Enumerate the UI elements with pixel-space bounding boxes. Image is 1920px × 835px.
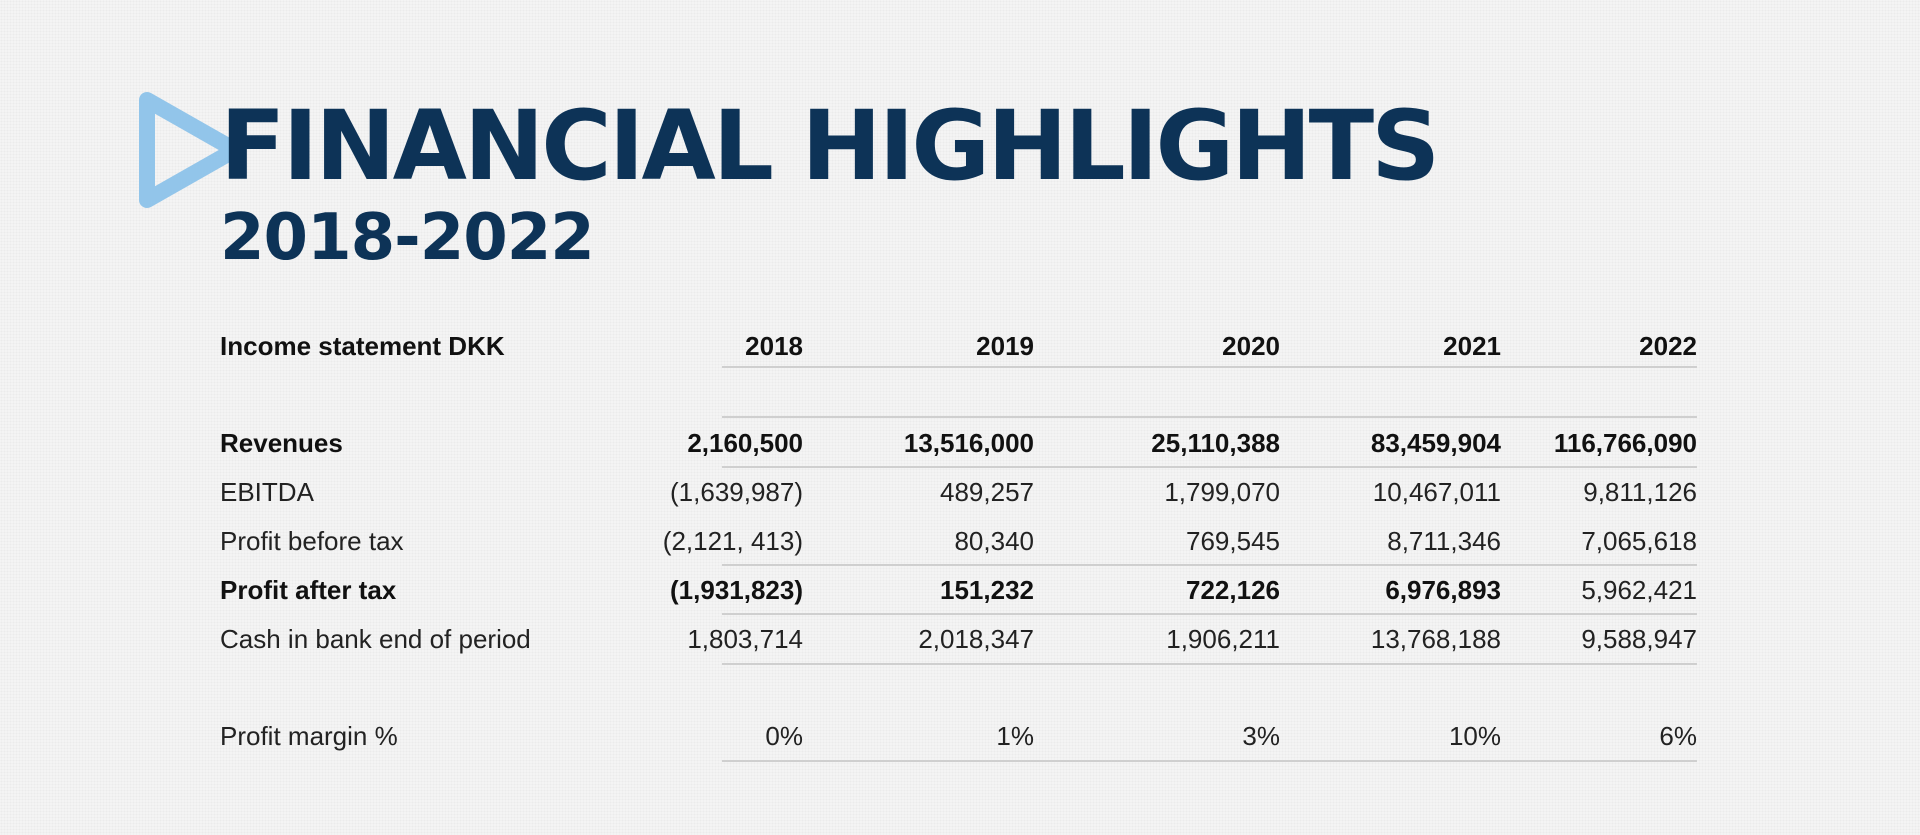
table-cell: 9,811,126: [1583, 477, 1697, 507]
table-cell: 13,516,000: [903, 428, 1034, 458]
year-header: 2021: [1443, 331, 1501, 361]
divider: [722, 663, 1697, 665]
table-row-cash-in-bank: Cash in bank end of period 1,803,714 2,0…: [0, 615, 1920, 664]
row-label: Cash in bank end of period: [220, 624, 531, 654]
table-cell: 3%: [1242, 721, 1280, 751]
table-row-profit-before-tax: Profit before tax (2,121, 413) 80,340 76…: [0, 517, 1920, 566]
row-label: Revenues: [220, 428, 343, 458]
table-row-profit-after-tax: Profit after tax (1,931,823) 151,232 722…: [0, 566, 1920, 615]
table-row-ebitda: EBITDA (1,639,987) 489,257 1,799,070 10,…: [0, 468, 1920, 517]
table-cell: 8,711,346: [1387, 526, 1501, 556]
table-cell: 151,232: [940, 575, 1034, 605]
table-row-profit-margin: Profit margin % 0% 1% 3% 10% 6%: [0, 712, 1920, 761]
page-subtitle: 2018-2022: [220, 201, 595, 275]
table-cell: 489,257: [940, 477, 1034, 507]
table-cell: 1,799,070: [1164, 477, 1280, 507]
divider: [722, 613, 1697, 615]
row-label: Profit before tax: [220, 526, 404, 556]
table-cell: 13,768,188: [1370, 624, 1501, 654]
row-label: Profit after tax: [220, 575, 397, 605]
year-header: 2022: [1639, 331, 1697, 361]
table-cell: 80,340: [954, 526, 1034, 556]
table-cell: 5,962,421: [1581, 575, 1697, 605]
table-cell: 83,459,904: [1370, 428, 1501, 458]
table-header-label: Income statement DKK: [220, 331, 505, 361]
table-cell: 2,160,500: [687, 428, 803, 458]
table-cell: (1,931,823): [670, 575, 803, 605]
row-label: EBITDA: [220, 477, 314, 507]
table-cell: 116,766,090: [1553, 428, 1697, 458]
play-triangle-icon: [139, 92, 243, 208]
page-title: FINANCIAL HIGHLIGHTS: [220, 90, 1440, 202]
table-cell: 1%: [996, 721, 1034, 751]
table-cell: 769,545: [1186, 526, 1280, 556]
row-label: Profit margin %: [220, 721, 398, 751]
table-cell: (2,121, 413): [662, 526, 803, 556]
table-cell: 2,018,347: [918, 624, 1034, 654]
table-cell: 9,588,947: [1581, 624, 1697, 654]
table-cell: 722,126: [1186, 575, 1280, 605]
table-cell: 1,906,211: [1166, 624, 1280, 654]
table-cell: (1,639,987): [670, 477, 803, 507]
table-row-revenues: Revenues 2,160,500 13,516,000 25,110,388…: [0, 419, 1920, 468]
table-header-row: Income statement DKK 2018 2019 2020 2021…: [0, 322, 1920, 371]
table-cell: 1,803,714: [687, 624, 803, 654]
table-cell: 25,110,388: [1151, 428, 1280, 458]
table-cell: 0%: [765, 721, 803, 751]
year-header: 2019: [976, 331, 1034, 361]
table-cell: 6,976,893: [1385, 575, 1501, 605]
divider: [722, 760, 1697, 762]
divider: [722, 366, 1697, 368]
table-cell: 10,467,011: [1372, 477, 1501, 507]
divider: [722, 466, 1697, 468]
table-cell: 7,065,618: [1581, 526, 1697, 556]
divider: [722, 564, 1697, 566]
table-cell: 10%: [1448, 721, 1501, 751]
divider: [722, 416, 1697, 418]
year-header: 2018: [745, 331, 803, 361]
table-cell: 6%: [1659, 721, 1697, 751]
year-header: 2020: [1222, 331, 1280, 361]
